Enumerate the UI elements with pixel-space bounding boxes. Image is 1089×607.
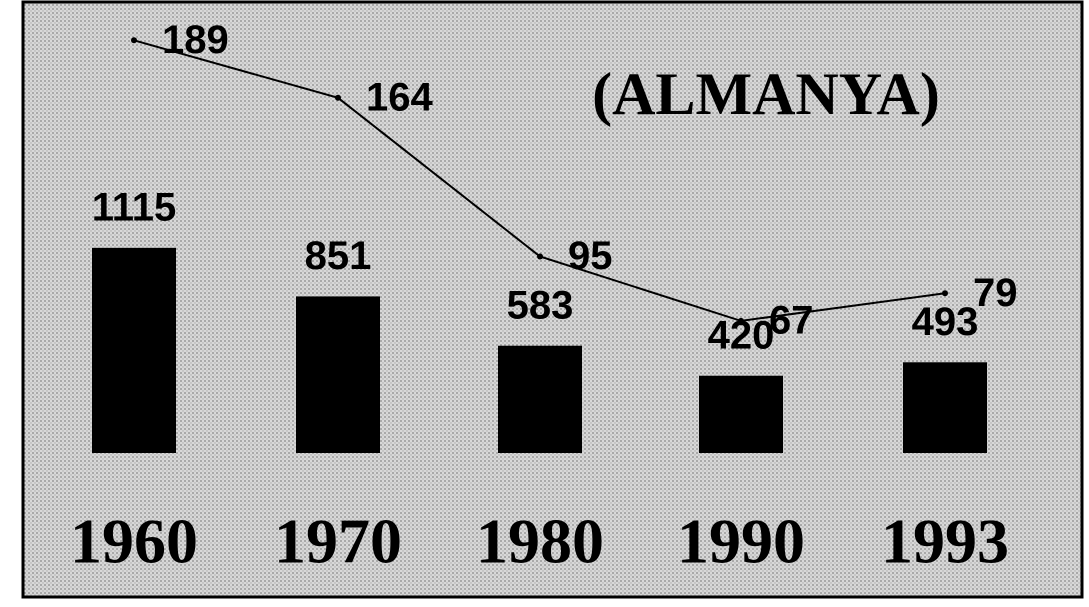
line-point <box>738 317 744 324</box>
line-value-label: 189 <box>162 18 229 62</box>
line-value-label: 67 <box>769 298 814 342</box>
line-point <box>335 94 341 101</box>
line-point <box>131 37 137 44</box>
bar <box>699 375 783 453</box>
line-point <box>942 290 948 297</box>
x-tick-label: 1980 <box>476 506 604 577</box>
line-value-label: 164 <box>366 75 433 119</box>
bar <box>92 247 176 453</box>
x-tick-label: 1993 <box>881 506 1009 577</box>
bar-value-label: 1115 <box>92 185 177 229</box>
line-value-label: 79 <box>973 271 1018 315</box>
x-tick-label: 1970 <box>274 506 402 577</box>
bar-value-label: 851 <box>305 234 372 278</box>
line-value-label: 95 <box>568 234 613 278</box>
bar <box>296 296 380 453</box>
line-point <box>537 253 543 260</box>
bar-value-label: 583 <box>507 283 574 327</box>
bar <box>498 345 582 453</box>
x-tick-label: 1960 <box>70 506 198 577</box>
chart-title: (ALMANYA) <box>592 61 940 127</box>
x-tick-label: 1990 <box>677 506 805 577</box>
bar <box>903 362 987 453</box>
bar-value-label: 493 <box>912 300 979 344</box>
